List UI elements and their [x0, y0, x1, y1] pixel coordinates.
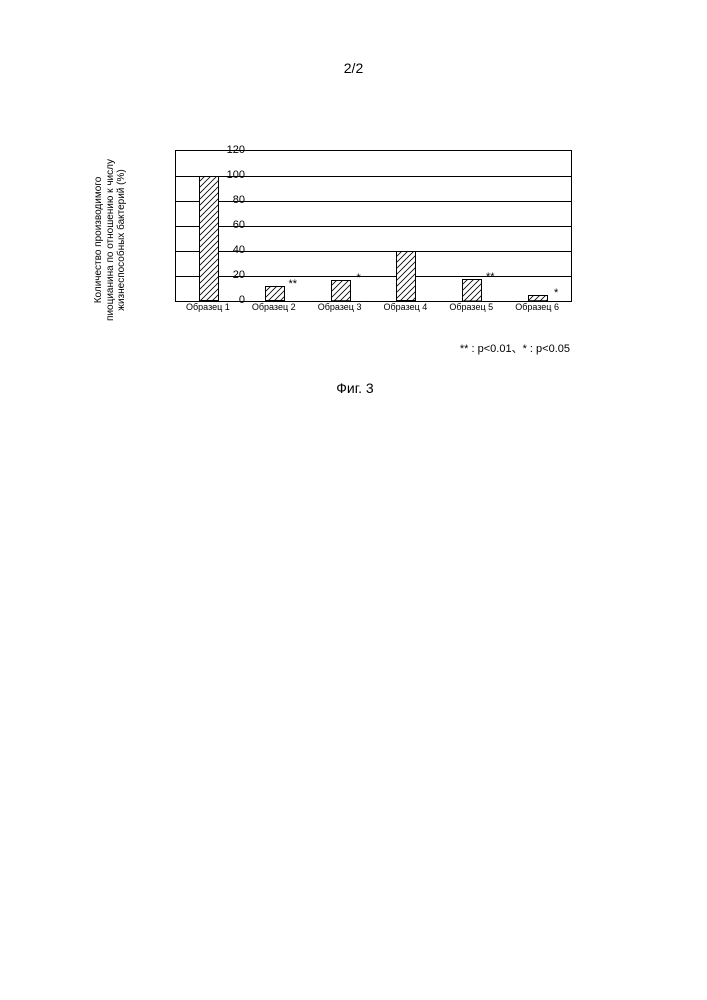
- page-number: 2/2: [0, 0, 707, 76]
- bar-group: *: [331, 151, 351, 301]
- bar-group: **: [265, 151, 285, 301]
- plot-area: ******: [175, 150, 572, 302]
- significance-mark: **: [288, 278, 297, 290]
- significance-mark: *: [356, 272, 360, 284]
- x-tick-label: Образец 5: [449, 302, 493, 312]
- bar: [396, 251, 416, 301]
- x-tick-label: Образец 6: [515, 302, 559, 312]
- bar-group: [396, 151, 416, 301]
- bar: [331, 280, 351, 301]
- significance-mark: **: [486, 271, 495, 283]
- bar-group: [199, 151, 219, 301]
- x-tick-label: Образец 1: [186, 302, 230, 312]
- bar-chart: Количество производимого пиоцианина по о…: [120, 140, 590, 340]
- significance-mark: *: [554, 287, 558, 299]
- bar: [265, 286, 285, 301]
- bar: [528, 295, 548, 301]
- bars-row: ******: [176, 151, 571, 301]
- bar: [199, 176, 219, 301]
- bar: [462, 279, 482, 302]
- bar-group: *: [528, 151, 548, 301]
- bar-group: **: [462, 151, 482, 301]
- figure-caption: Фиг. 3: [336, 380, 373, 396]
- x-tick-label: Образец 2: [252, 302, 296, 312]
- y-axis-label: Количество производимого пиоцианина по о…: [93, 140, 128, 340]
- x-tick-label: Образец 3: [318, 302, 362, 312]
- x-tick-label: Образец 4: [384, 302, 428, 312]
- significance-legend: ** : p<0.01、* : p<0.05: [460, 340, 570, 356]
